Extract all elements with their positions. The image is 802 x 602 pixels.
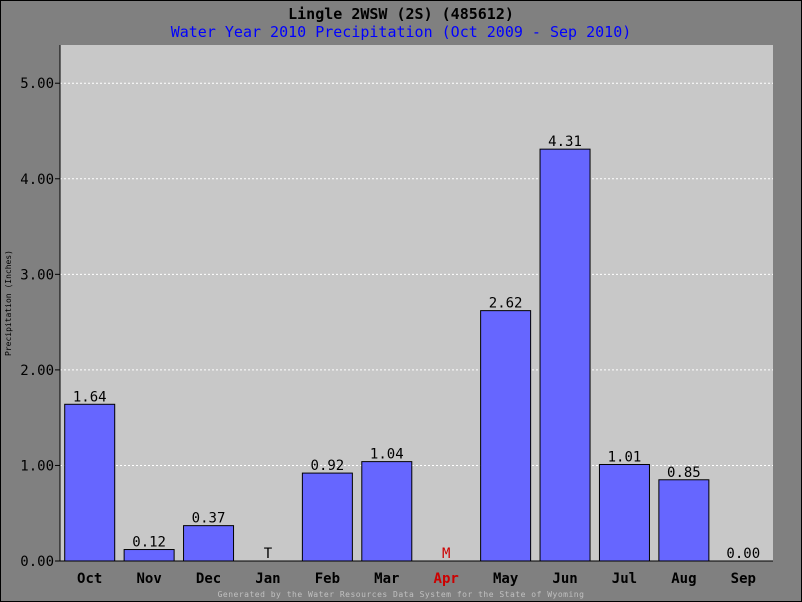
data-label-aug: 0.85 xyxy=(667,465,701,481)
x-tick-label-apr: Apr xyxy=(434,571,459,587)
y-tick-label: 1.00 xyxy=(20,458,54,474)
bar-jul xyxy=(598,463,650,562)
x-tick-label-mar: Mar xyxy=(374,571,399,587)
x-tick-label-feb: Feb xyxy=(315,571,340,587)
bars xyxy=(64,148,710,562)
data-label-jul: 1.01 xyxy=(608,449,642,465)
y-axis-label: Precipitation (Inches) xyxy=(4,250,13,356)
y-tick-label: 0.00 xyxy=(20,554,54,570)
bar-aug xyxy=(658,479,710,562)
data-label-mar: 1.04 xyxy=(370,447,404,463)
x-tick-label-nov: Nov xyxy=(136,571,161,587)
y-tick-label: 5.00 xyxy=(20,76,54,92)
bar-may xyxy=(480,310,532,562)
data-label-dec: 0.37 xyxy=(192,511,226,527)
bar-feb xyxy=(301,472,353,562)
data-label-apr: M xyxy=(442,546,450,562)
data-label-jan: T xyxy=(264,546,273,562)
data-label-nov: 0.12 xyxy=(132,535,166,551)
data-label-may: 2.62 xyxy=(489,296,523,312)
x-tick-label-jan: Jan xyxy=(255,571,280,587)
x-tick-label-jun: Jun xyxy=(552,571,577,587)
data-label-feb: 0.92 xyxy=(311,458,345,474)
bar-jun xyxy=(539,148,591,562)
y-tick-label: 4.00 xyxy=(20,172,54,188)
data-label-sep: 0.00 xyxy=(726,546,760,562)
x-tick-label-dec: Dec xyxy=(196,571,221,587)
x-tick-label-may: May xyxy=(493,571,519,587)
y-tick-label: 3.00 xyxy=(20,267,54,283)
x-tick-label-jul: Jul xyxy=(612,571,637,587)
x-tick-label-oct: Oct xyxy=(77,571,102,587)
x-tick-label-aug: Aug xyxy=(671,571,696,587)
x-tick-label-sep: Sep xyxy=(731,571,756,587)
gridlines xyxy=(60,82,773,466)
chart-subtitle: Water Year 2010 Precipitation (Oct 2009 … xyxy=(170,23,632,41)
chart-title: Lingle 2WSW (2S) (485612) xyxy=(288,5,514,23)
y-tick-label: 2.00 xyxy=(20,363,54,379)
plot-area xyxy=(60,45,773,561)
data-label-jun: 4.31 xyxy=(548,134,582,150)
footer-credit: Generated by the Water Resources Data Sy… xyxy=(217,590,585,599)
bar-oct xyxy=(64,403,116,562)
axes xyxy=(55,45,773,562)
labels: 0.00 1.00 2.00 3.00 4.00 5.00 1.64 Oct 0.12 Nov 0.… xyxy=(4,76,760,587)
data-label-oct: 1.64 xyxy=(73,389,107,405)
bar-mar xyxy=(361,461,413,562)
bar-nov xyxy=(123,549,175,562)
bar-dec xyxy=(183,525,235,562)
